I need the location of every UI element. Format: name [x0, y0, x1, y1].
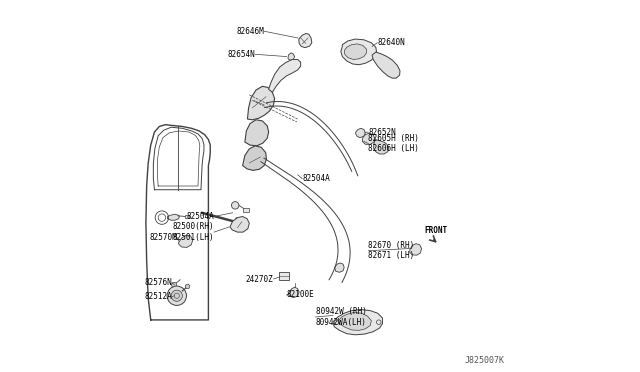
Text: J825007K: J825007K: [464, 356, 504, 365]
Text: 82504A: 82504A: [186, 212, 214, 221]
FancyBboxPatch shape: [279, 272, 289, 280]
Polygon shape: [245, 120, 269, 146]
Polygon shape: [168, 214, 179, 220]
FancyBboxPatch shape: [184, 215, 189, 218]
Text: 82100E: 82100E: [287, 291, 314, 299]
Text: 24270Z: 24270Z: [246, 275, 273, 283]
Polygon shape: [410, 244, 422, 255]
Polygon shape: [179, 235, 193, 247]
Text: 82654N: 82654N: [228, 50, 255, 59]
Text: 80942W (RH)
80942WA(LH): 80942W (RH) 80942WA(LH): [316, 307, 367, 327]
Text: 82640N: 82640N: [378, 38, 405, 47]
Polygon shape: [333, 310, 383, 335]
Circle shape: [172, 282, 177, 288]
Circle shape: [186, 284, 190, 289]
Polygon shape: [356, 128, 365, 138]
Polygon shape: [335, 263, 344, 272]
Circle shape: [172, 290, 182, 301]
Text: 82500(RH)
82501(LH): 82500(RH) 82501(LH): [172, 222, 214, 242]
Polygon shape: [372, 52, 400, 78]
FancyBboxPatch shape: [243, 208, 248, 212]
Text: 82670 (RH)
82671 (LH): 82670 (RH) 82671 (LH): [369, 241, 415, 260]
Polygon shape: [289, 287, 299, 298]
Polygon shape: [341, 39, 376, 65]
Polygon shape: [362, 133, 375, 144]
Text: 82652N: 82652N: [369, 128, 396, 137]
Text: 82512A: 82512A: [144, 292, 172, 301]
Polygon shape: [338, 312, 371, 330]
Circle shape: [232, 202, 239, 209]
Polygon shape: [288, 53, 294, 60]
Text: FRONT: FRONT: [424, 226, 447, 235]
Polygon shape: [248, 86, 275, 120]
Text: 82605H (RH)
82606H (LH): 82605H (RH) 82606H (LH): [369, 134, 419, 153]
Polygon shape: [269, 60, 301, 92]
Polygon shape: [299, 33, 312, 48]
Polygon shape: [344, 44, 367, 60]
Polygon shape: [243, 146, 266, 170]
Text: 82570M: 82570M: [149, 233, 177, 242]
Text: 82646M: 82646M: [236, 27, 264, 36]
Polygon shape: [374, 140, 389, 154]
Polygon shape: [230, 217, 250, 232]
Circle shape: [167, 286, 186, 305]
Text: 82504A: 82504A: [302, 174, 330, 183]
Text: 82576N: 82576N: [144, 278, 172, 287]
